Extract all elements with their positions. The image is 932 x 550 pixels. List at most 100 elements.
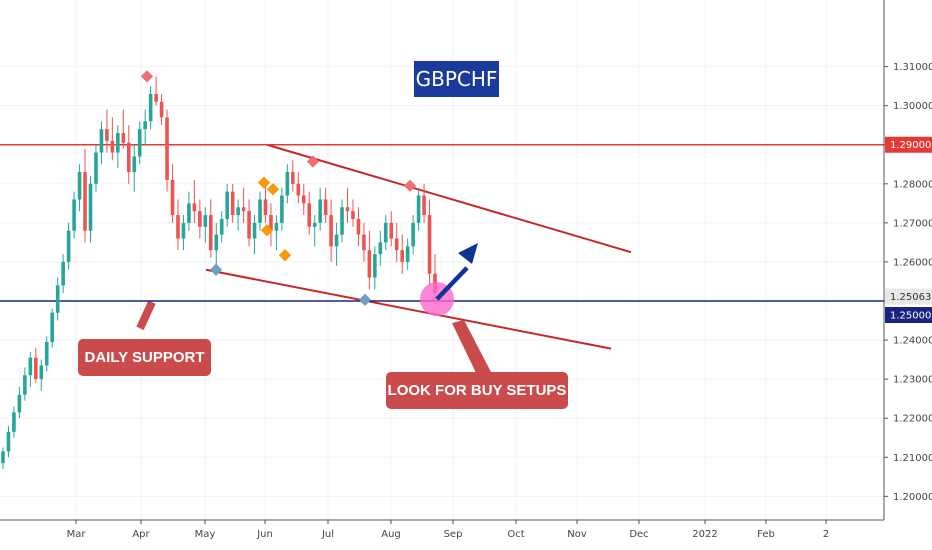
pivot-marker	[358, 293, 372, 307]
candle-body	[88, 183, 93, 231]
candle	[318, 187, 322, 231]
candle	[263, 183, 268, 223]
candle-body	[383, 222, 388, 243]
candle-body	[44, 342, 49, 366]
candle	[181, 215, 186, 251]
candle	[6, 426, 11, 458]
price-tick-label: 1.22000	[893, 414, 932, 425]
buy-arrow-head	[458, 243, 478, 264]
price-tag-box	[885, 288, 932, 305]
candle-body	[280, 195, 284, 223]
candle	[121, 109, 126, 149]
pivot-marker	[306, 155, 320, 168]
candle	[427, 199, 432, 286]
price-tick-label: 1.21000	[893, 453, 932, 464]
price-tick-label: 1.30000	[893, 101, 932, 112]
price-tick-label: 1.20000	[893, 492, 932, 503]
candle	[307, 191, 312, 235]
candle-body	[121, 133, 126, 143]
candle-body	[323, 199, 328, 216]
candle-body	[187, 203, 191, 223]
candle	[351, 199, 355, 227]
candle	[400, 234, 404, 274]
candle-body	[17, 394, 22, 413]
candle-body	[269, 215, 273, 231]
price-tag: 1.29000	[885, 136, 932, 153]
annotation-layer: GBPCHF DAILY SUPPORT LOOK FOR BUY SETUPS	[78, 61, 568, 409]
candle-body	[192, 203, 197, 212]
candle-body	[427, 215, 432, 274]
title-box	[414, 61, 499, 97]
candle-body	[214, 234, 219, 251]
candle	[61, 254, 65, 294]
candle-body	[126, 142, 131, 173]
candle	[72, 191, 76, 239]
candle-body	[334, 234, 339, 247]
price-tag-box	[885, 307, 932, 324]
time-tick-label: Aug	[381, 529, 401, 540]
buy-setups-label: LOOK FOR BUY SETUPS	[388, 382, 567, 399]
candle	[247, 199, 251, 247]
candle	[23, 367, 27, 401]
pivot-markers	[140, 70, 417, 307]
candle	[416, 187, 421, 231]
pivot-marker	[257, 176, 271, 189]
candle	[34, 347, 38, 384]
candle-body	[329, 215, 333, 247]
candle-body	[83, 172, 87, 231]
candle	[394, 222, 399, 262]
candle-body	[34, 357, 38, 380]
candle	[198, 199, 202, 239]
candle	[280, 187, 284, 231]
candle-body	[312, 222, 317, 227]
daily-support-pointer	[136, 300, 156, 331]
price-tag-label: 1.29000	[890, 140, 931, 151]
daily-support-label: DAILY SUPPORT	[84, 349, 204, 366]
candle-body	[105, 129, 109, 141]
candle	[176, 199, 180, 251]
price-tick-label: 1.26000	[893, 257, 932, 268]
candle	[99, 121, 104, 165]
candle	[44, 336, 49, 372]
candle	[296, 172, 301, 204]
price-tag-box	[885, 136, 932, 153]
candle	[301, 183, 306, 216]
time-tick-label: May	[195, 529, 216, 540]
candle	[362, 222, 366, 262]
candle	[323, 187, 328, 223]
candle	[367, 230, 372, 290]
candle-body	[356, 218, 361, 235]
pivot-marker	[140, 70, 154, 83]
candle-body	[296, 183, 301, 196]
pivot-marker	[266, 182, 280, 196]
candle-body	[66, 230, 71, 262]
candle	[373, 246, 377, 290]
candle-body	[252, 222, 257, 239]
candle	[389, 211, 394, 247]
candle	[28, 351, 33, 387]
candle-body	[148, 93, 153, 122]
candle	[312, 215, 317, 247]
candle-body	[362, 234, 366, 251]
candle	[383, 215, 388, 251]
candle-body	[208, 215, 213, 251]
candle	[83, 148, 87, 243]
candle-body	[181, 222, 186, 239]
candle-body	[373, 254, 377, 278]
candle-body	[389, 222, 394, 239]
candle-body	[258, 199, 262, 223]
candle-body	[236, 207, 240, 216]
chart-title: GBPCHF	[416, 67, 498, 91]
candle-body	[203, 215, 208, 227]
chart-grid	[0, 0, 884, 520]
candle-body	[400, 250, 404, 262]
candle	[214, 222, 219, 266]
candle-body	[367, 250, 372, 278]
price-tick-label: 1.24000	[893, 336, 932, 347]
candle	[55, 277, 60, 321]
time-tick-label: Feb	[757, 529, 775, 540]
candle-body	[1, 451, 5, 464]
candle-body	[39, 365, 44, 380]
time-tick-label: 2	[823, 529, 829, 540]
